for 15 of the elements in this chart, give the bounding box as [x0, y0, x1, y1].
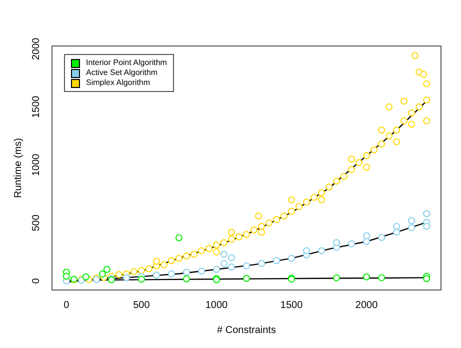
x-tick-label: 1000	[205, 300, 228, 311]
y-tick-label: 1500	[30, 95, 42, 118]
x-axis-title: # Constraints	[217, 324, 276, 336]
x-tick-label: 0	[64, 300, 70, 311]
x-tick-label: 2000	[355, 300, 378, 311]
y-tick-label: 0	[30, 278, 42, 284]
legend-label: Interior Point Algorithm	[86, 58, 167, 68]
x-tick-label: 500	[133, 300, 150, 311]
legend-label: Simplex Algorithm	[86, 78, 150, 88]
legend-label: Active Set Algorithm	[86, 68, 158, 78]
y-tick-label: 500	[30, 214, 42, 232]
y-tick-label: 1000	[30, 153, 42, 176]
x-tick-label: 1500	[280, 300, 304, 311]
y-tick-label: 2000	[30, 37, 42, 60]
y-axis-title: Runtime (ms)	[12, 138, 24, 198]
